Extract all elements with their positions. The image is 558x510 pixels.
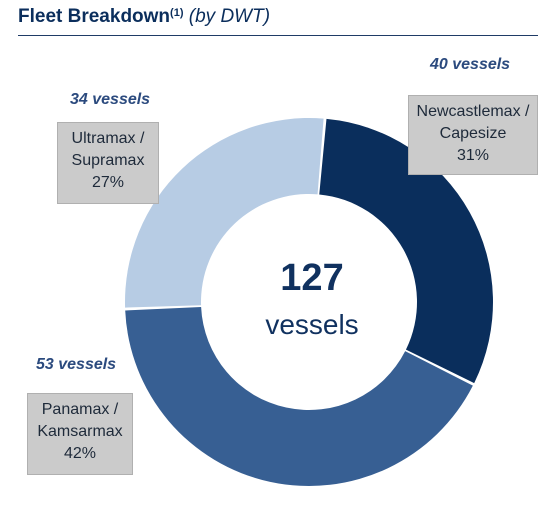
vessel-count-newcastlemax-capesize: 40 vessels bbox=[430, 56, 511, 73]
slice-label-percent: 31% bbox=[456, 147, 490, 164]
slice-label-line2: Capesize bbox=[439, 125, 507, 142]
vessel-count-panamax-kamsarmax: 53 vessels bbox=[36, 356, 117, 373]
slice-label-percent: 27% bbox=[91, 174, 125, 191]
donut-slice-ultramax-supramax bbox=[124, 118, 324, 308]
donut-slice-panamax-kamsarmax bbox=[125, 306, 473, 487]
chart-title: Fleet Breakdown(1) (by DWT) bbox=[18, 6, 270, 28]
vessel-count-ultramax-supramax: 34 vessels bbox=[70, 91, 151, 108]
donut-slice-newcastlemax-capesize bbox=[319, 118, 493, 384]
slice-label-newcastlemax-capesize: Newcastlemax / Capesize 31% bbox=[408, 95, 538, 175]
chart-title-subtitle: (by DWT) bbox=[188, 6, 271, 27]
slice-label-percent: 42% bbox=[63, 445, 97, 462]
chart-title-main: Fleet Breakdown bbox=[18, 6, 171, 27]
donut-center-label: vessels bbox=[265, 309, 359, 340]
slice-label-line1: Panamax / bbox=[41, 401, 119, 418]
slice-label-line2: Supramax bbox=[71, 152, 145, 169]
title-underline bbox=[18, 35, 538, 36]
donut-center-value: 127 bbox=[280, 257, 344, 299]
slice-label-ultramax-supramax: Ultramax / Supramax 27% bbox=[57, 122, 159, 204]
slice-label-line1: Newcastlemax / bbox=[416, 103, 530, 120]
slice-label-line2: Kamsarmax bbox=[37, 423, 123, 440]
slice-label-panamax-kamsarmax: Panamax / Kamsarmax 42% bbox=[27, 393, 133, 475]
chart-title-footnote: (1) bbox=[170, 7, 184, 19]
slice-label-line1: Ultramax / bbox=[71, 130, 145, 147]
